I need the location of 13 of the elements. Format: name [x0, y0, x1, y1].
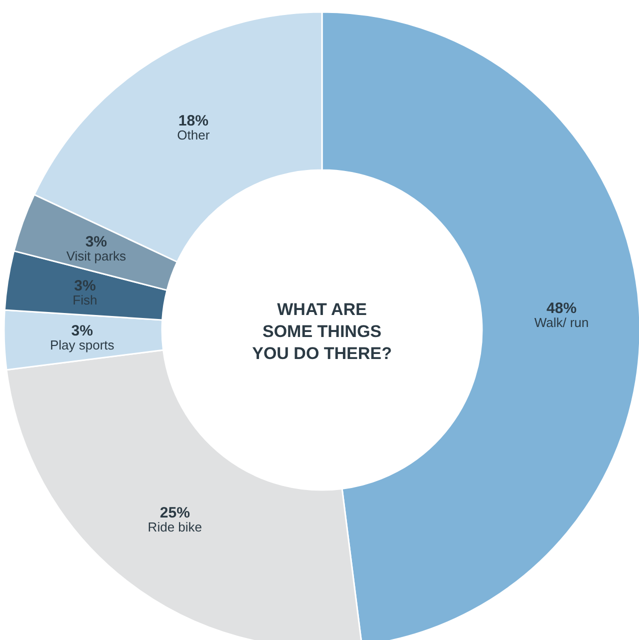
slice-label: Ride bike — [148, 520, 202, 535]
data-label: 25% — [160, 504, 190, 522]
slice-label: Other — [177, 127, 210, 142]
data-label: 3% — [74, 277, 96, 294]
slice-label: Walk/ run — [534, 314, 589, 330]
slice-label: Play sports — [50, 338, 115, 353]
data-label: 3% — [71, 322, 93, 340]
data-label: 3% — [85, 234, 108, 251]
data-label: 48% — [546, 300, 577, 317]
slice-label: Visit parks — [66, 248, 127, 264]
slice-label: Fish — [72, 292, 98, 308]
text: WHAT ARE SOME THINGS YOU DO THERE? — [252, 300, 392, 363]
data-label: 18% — [178, 112, 208, 130]
